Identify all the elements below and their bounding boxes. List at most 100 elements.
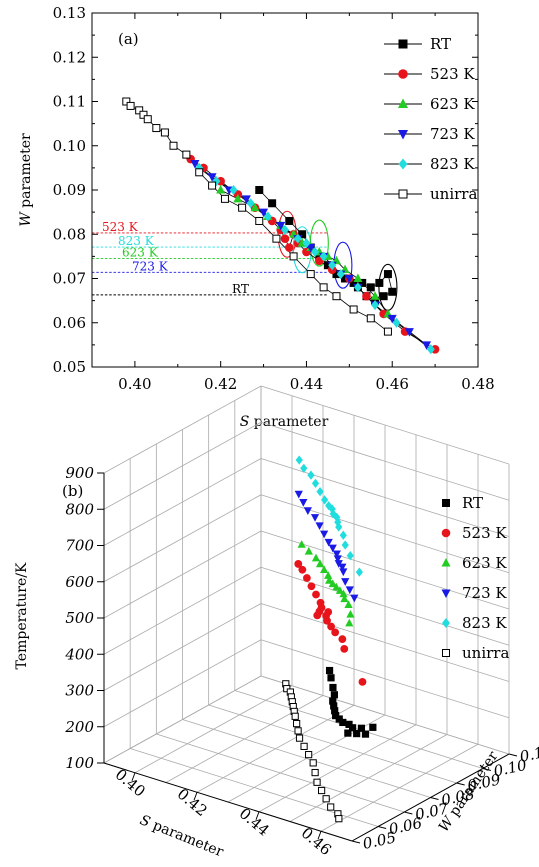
point-unirra	[289, 252, 298, 261]
point-723-k	[306, 244, 316, 253]
point-723-k	[259, 208, 269, 218]
legend-marker-623-k	[441, 558, 451, 567]
point-rt	[332, 270, 341, 279]
point-723-k	[333, 555, 342, 564]
point-rt	[268, 199, 277, 208]
point-823-k	[293, 233, 302, 244]
point-823-k	[355, 567, 363, 577]
y-tick-label: 0.11	[53, 93, 86, 111]
point-723-k	[332, 550, 341, 559]
point-623-k	[344, 600, 353, 608]
point-723-k	[339, 568, 348, 577]
y-tick-label: 0.08	[53, 225, 86, 243]
x-tick-label: 0.40	[112, 765, 149, 800]
plot-frame	[91, 12, 479, 368]
point-623-k	[304, 546, 313, 555]
x-tick-label: 0.42	[174, 785, 211, 820]
point-unirra	[335, 815, 343, 823]
legend-a: RT 523 K 623 K 723 K 823 K unirra	[384, 35, 477, 203]
y-axis-label-a: W parameter	[18, 133, 34, 227]
point-623-k	[297, 540, 306, 548]
point-723-k	[422, 341, 432, 350]
point-723-k	[345, 586, 354, 595]
legend-marker-823-k	[442, 618, 450, 628]
point-unirra	[220, 194, 229, 203]
axes	[91, 12, 479, 368]
point-unirra	[327, 803, 335, 811]
reference-label-623-k: 623 K	[122, 246, 159, 260]
point-unirra	[293, 719, 301, 728]
legend-marker-unirra	[442, 649, 450, 657]
point-unirra	[291, 712, 299, 720]
point-unirra	[305, 751, 313, 759]
x-axis-label-b: S parameter	[137, 812, 225, 860]
legend-b: RT 523 K 623 K 723 K 823 K unirra	[441, 494, 509, 662]
point-unirra	[313, 778, 321, 786]
point-823-k	[246, 198, 255, 209]
point-523-k	[338, 635, 347, 644]
legend-marker-523-k	[441, 528, 451, 538]
point-823-k	[346, 551, 354, 561]
z-tick-label: 700	[65, 537, 94, 555]
point-823-k	[295, 455, 303, 465]
point-623-k	[346, 609, 355, 618]
point-823-k	[316, 486, 324, 497]
x-tick	[317, 831, 322, 840]
x-tick-label: 0.44	[290, 375, 323, 393]
y-tick-label: 0.07	[53, 270, 86, 288]
point-unirra	[195, 168, 204, 177]
point-623-k	[328, 579, 337, 588]
point-unirra	[152, 124, 161, 133]
z-tick-label: 600	[65, 573, 94, 591]
legend-marker-723-k	[398, 130, 408, 140]
point-rt	[329, 697, 337, 705]
point-823-k	[321, 495, 329, 505]
legend-label-523-k: 523 K	[462, 524, 507, 542]
legend-label-rt: RT	[462, 494, 483, 512]
y-tick-label: 0.09	[53, 181, 86, 199]
point-823-k	[307, 470, 315, 480]
side-wall-grid-z	[103, 566, 262, 655]
point-523-k	[307, 582, 316, 591]
point-unirra	[349, 305, 358, 314]
legend-label-723-k: 723 K	[462, 584, 507, 602]
point-823-k	[335, 522, 343, 532]
point-rt	[331, 707, 339, 715]
back-wall-grid-z	[260, 421, 510, 501]
floor-grid-y	[182, 719, 431, 798]
point-unirra	[160, 128, 169, 137]
point-rt	[323, 261, 332, 270]
point-723-k	[299, 499, 308, 507]
back-wall-grid-z	[260, 385, 510, 465]
z-tick-label: 500	[65, 609, 94, 627]
point-823-k	[319, 251, 328, 262]
side-wall-grid-z	[103, 385, 262, 474]
point-rt	[344, 729, 352, 737]
point-523-k	[294, 560, 303, 568]
x-axis-var-a: S	[240, 414, 250, 430]
point-723-k	[328, 544, 337, 553]
point-823-k	[300, 463, 308, 473]
z-tick-label: 300	[65, 682, 94, 700]
y-tick-label: 0.13	[53, 4, 86, 22]
point-823-k	[371, 300, 380, 311]
point-unirra	[306, 270, 315, 279]
series-markers	[122, 97, 440, 355]
point-523-k	[313, 611, 322, 620]
point-rt	[383, 270, 392, 279]
point-unirra	[126, 101, 135, 110]
y-tick-label: 0.12	[53, 48, 86, 66]
point-unirra	[135, 106, 144, 115]
y-tick	[508, 753, 518, 757]
point-623-k	[216, 185, 226, 194]
point-723-k	[387, 314, 397, 324]
y-tick	[351, 840, 361, 844]
point-823-k	[339, 530, 347, 540]
point-unirra	[332, 292, 341, 301]
point-623-k	[353, 273, 363, 282]
x-axis-line	[103, 762, 353, 842]
back-wall-grid-z	[260, 494, 510, 574]
legend-marker-unirra	[398, 189, 408, 199]
